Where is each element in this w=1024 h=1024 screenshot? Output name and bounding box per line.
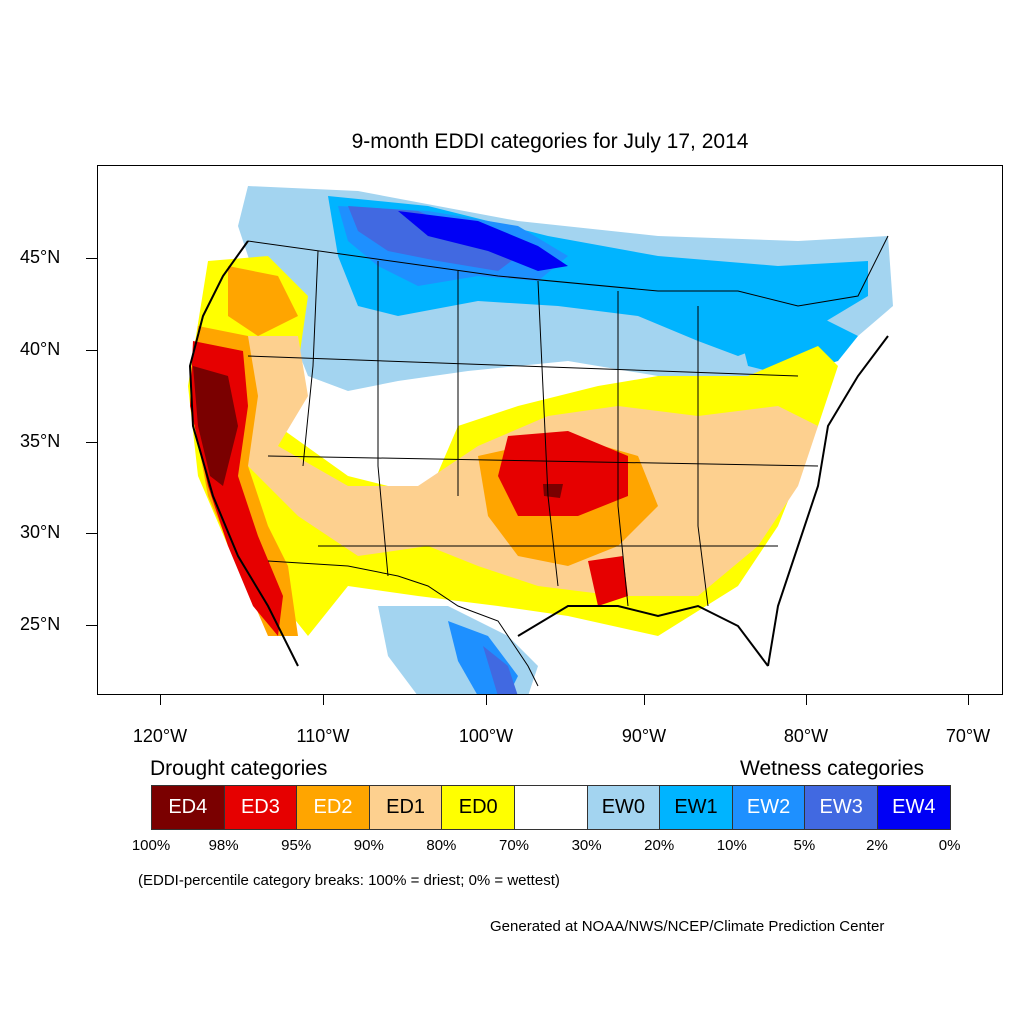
x-tick xyxy=(486,695,487,705)
state-line xyxy=(302,250,319,467)
x-tick xyxy=(644,695,645,705)
legend-box-ew1: EW1 xyxy=(659,785,733,830)
dry-region-ed3-central xyxy=(498,431,628,516)
legend-box-ew3: EW3 xyxy=(804,785,878,830)
legend-box-neutral xyxy=(514,785,588,830)
map-title: 9-month EDDI categories for July 17, 201… xyxy=(351,130,749,153)
x-tick xyxy=(806,695,807,705)
legend-percentile: 70% xyxy=(498,837,530,854)
category-note: (EDDI-percentile category breaks: 100% =… xyxy=(138,872,560,889)
y-label-25n: 25°N xyxy=(20,614,61,634)
legend-box-ed2: ED2 xyxy=(296,785,370,830)
y-tick xyxy=(86,350,97,351)
x-tick xyxy=(968,695,969,705)
y-tick xyxy=(86,533,97,534)
x-label-80w: 80°W xyxy=(783,726,829,746)
legend-percentile: 90% xyxy=(353,837,384,854)
y-label-45n: 45°N xyxy=(20,247,61,267)
legend-percentile: 2% xyxy=(866,837,888,854)
x-tick xyxy=(323,695,324,705)
legend-percentile: 98% xyxy=(208,837,239,854)
x-label-100w: 100°W xyxy=(458,726,514,746)
gulf-coast xyxy=(517,604,769,667)
legend-box-ew0: EW0 xyxy=(586,785,661,830)
drought-heading: Drought categories xyxy=(150,757,328,780)
x-label-110w: 110°W xyxy=(296,726,350,746)
eddi-map-canvas xyxy=(188,186,893,694)
state-line xyxy=(697,306,709,607)
dry-region-ed2-north xyxy=(228,266,298,336)
legend-percentile: 95% xyxy=(281,837,312,854)
us-canada-border xyxy=(247,235,889,307)
y-tick xyxy=(86,625,97,626)
wet-region-ew4 xyxy=(398,211,568,271)
y-label-40n: 40°N xyxy=(20,339,61,359)
y-tick xyxy=(86,442,97,443)
legend-percentile: 20% xyxy=(644,837,675,854)
legend-box-ew4: EW4 xyxy=(877,785,951,830)
wet-region-ew3 xyxy=(348,206,518,271)
legend-percentile: 80% xyxy=(426,837,457,854)
x-label-120w: 120°W xyxy=(132,726,188,746)
legend-box-ew2: EW2 xyxy=(731,785,806,830)
legend-box-ed3: ED3 xyxy=(223,785,298,830)
wetness-heading: Wetness categories xyxy=(740,757,925,780)
legend-box-ed4: ED4 xyxy=(151,785,225,830)
dry-region-ed4-central xyxy=(543,484,563,498)
legend-box-ed0: ED0 xyxy=(441,785,515,830)
legend-percentile: 100% xyxy=(131,837,171,854)
boundary-lines xyxy=(188,235,889,687)
state-line xyxy=(247,355,799,377)
state-line xyxy=(377,261,389,577)
state-line xyxy=(617,291,629,607)
x-label-90w: 90°W xyxy=(621,726,667,746)
legend-percentile: 30% xyxy=(571,837,602,854)
wet-region-south-ew3 xyxy=(483,646,518,694)
y-tick xyxy=(86,258,97,259)
dry-region-ed4 xyxy=(193,366,238,486)
us-mexico-border xyxy=(267,560,539,687)
credit-line: Generated at NOAA/NWS/NCEP/Climate Predi… xyxy=(490,918,885,935)
y-label-35n: 35°N xyxy=(20,431,61,451)
state-line xyxy=(537,280,559,587)
legend-percentile: 10% xyxy=(716,837,747,854)
state-line xyxy=(267,455,819,467)
x-tick xyxy=(160,695,161,705)
x-label-70w: 70°W xyxy=(945,726,991,746)
dry-region-ed3-south xyxy=(588,556,628,606)
legend-percentile: 0% xyxy=(938,837,961,854)
west-coast xyxy=(188,240,299,667)
legend-box-ed1: ED1 xyxy=(368,785,443,830)
y-label-30n: 30°N xyxy=(20,522,61,542)
east-coast xyxy=(767,335,889,667)
eddi-map xyxy=(97,165,1003,695)
legend-percentile: 5% xyxy=(793,837,816,854)
